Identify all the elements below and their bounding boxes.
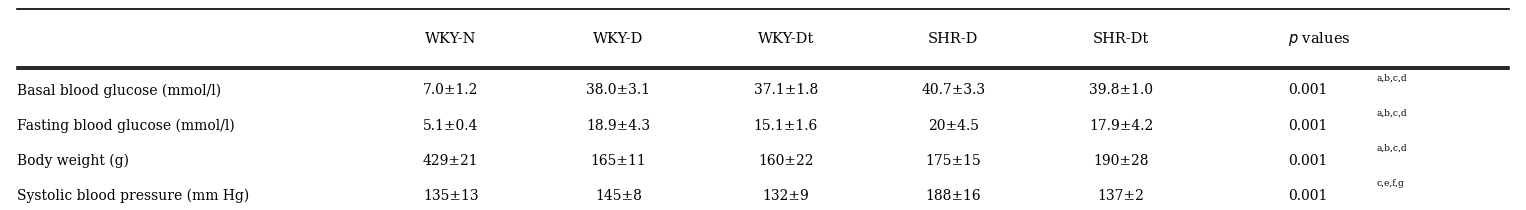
Text: 188±16: 188±16 [926,189,981,203]
Text: Body weight (g): Body weight (g) [17,154,128,168]
Text: 160±22: 160±22 [758,154,813,168]
Text: 39.8±1.0: 39.8±1.0 [1090,84,1154,97]
Text: 175±15: 175±15 [926,154,981,168]
Text: WKY-N: WKY-N [424,32,476,46]
Text: 132±9: 132±9 [763,189,809,203]
Text: $p$ values: $p$ values [1288,30,1351,48]
Text: 165±11: 165±11 [591,154,645,168]
Text: a,b,c,d: a,b,c,d [1376,144,1407,153]
Text: c,e,f,g: c,e,f,g [1376,179,1404,188]
Text: 0.001: 0.001 [1288,154,1328,168]
Text: 17.9±4.2: 17.9±4.2 [1090,119,1154,133]
Text: 145±8: 145±8 [595,189,642,203]
Text: SHR-D: SHR-D [928,32,978,46]
Text: Systolic blood pressure (mm Hg): Systolic blood pressure (mm Hg) [17,189,249,203]
Text: 38.0±3.1: 38.0±3.1 [586,84,650,97]
Text: Basal blood glucose (mmol/l): Basal blood glucose (mmol/l) [17,83,221,98]
Text: 429±21: 429±21 [423,154,479,168]
Text: WKY-D: WKY-D [594,32,644,46]
Text: 7.0±1.2: 7.0±1.2 [423,84,479,97]
Text: 190±28: 190±28 [1093,154,1149,168]
Text: 135±13: 135±13 [423,189,479,203]
Text: WKY-Dt: WKY-Dt [758,32,813,46]
Text: a,b,c,d: a,b,c,d [1376,74,1407,83]
Text: a,b,c,d: a,b,c,d [1376,109,1407,118]
Text: SHR-Dt: SHR-Dt [1093,32,1149,46]
Text: 0.001: 0.001 [1288,84,1328,97]
Text: 37.1±1.8: 37.1±1.8 [754,84,818,97]
Text: 0.001: 0.001 [1288,119,1328,133]
Text: 20±4.5: 20±4.5 [928,119,978,133]
Text: 15.1±1.6: 15.1±1.6 [754,119,818,133]
Text: 137±2: 137±2 [1097,189,1144,203]
Text: 5.1±0.4: 5.1±0.4 [423,119,479,133]
Text: 40.7±3.3: 40.7±3.3 [922,84,986,97]
Text: 0.001: 0.001 [1288,189,1328,203]
Text: 18.9±4.3: 18.9±4.3 [586,119,650,133]
Text: Fasting blood glucose (mmol/l): Fasting blood glucose (mmol/l) [17,118,235,133]
